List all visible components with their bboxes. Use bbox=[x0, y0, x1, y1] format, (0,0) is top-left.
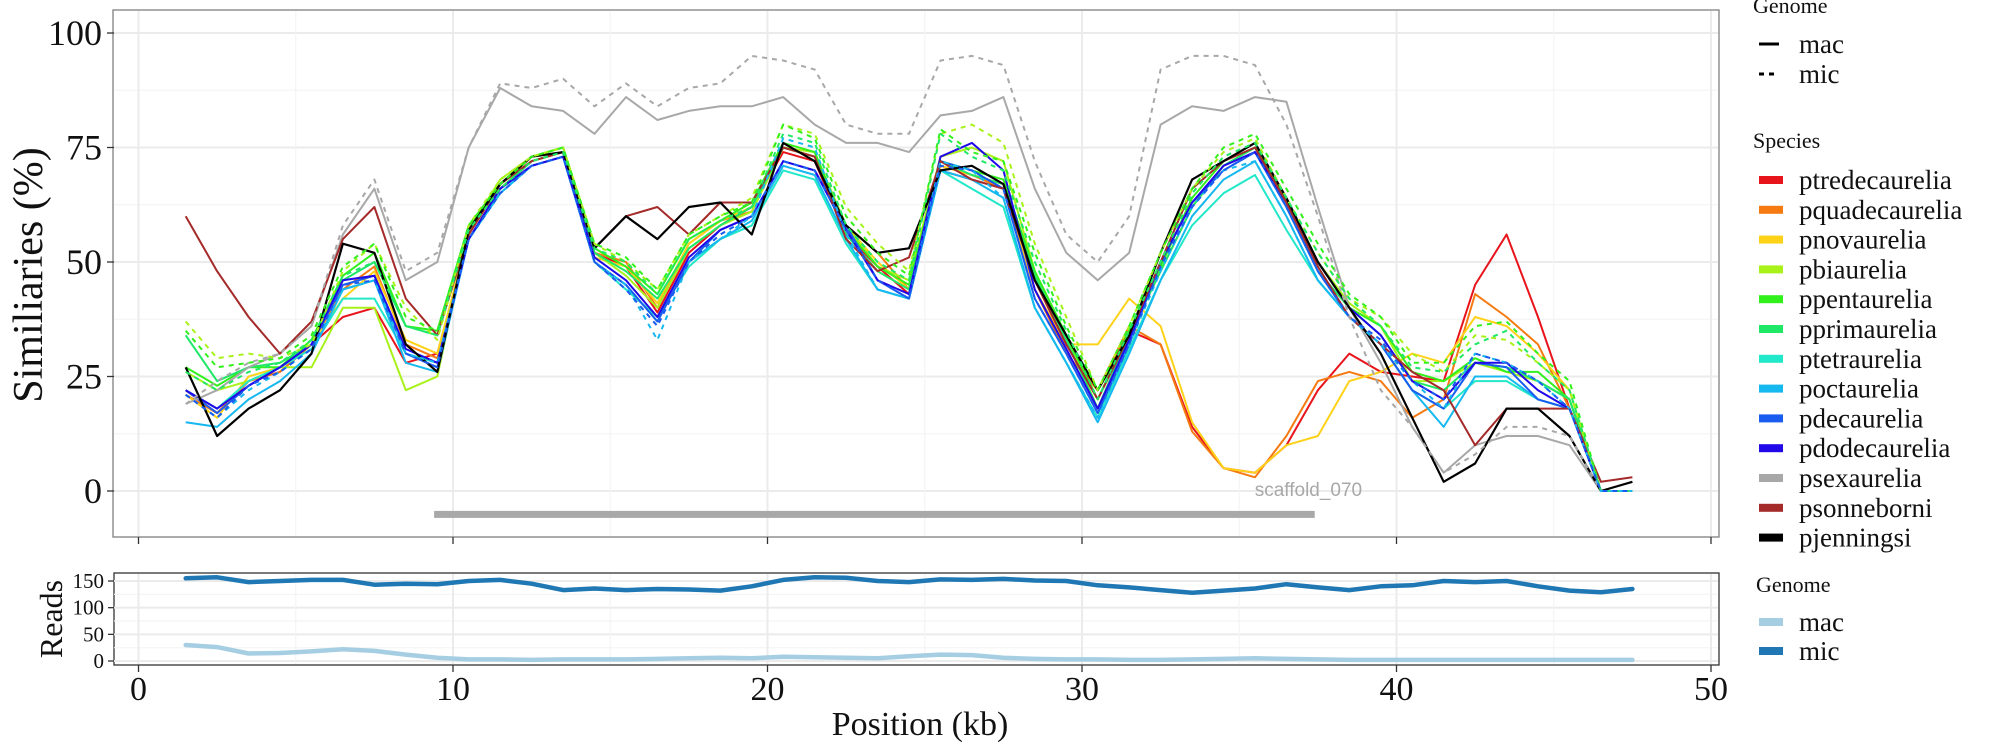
y-tick-label: 100 bbox=[48, 13, 102, 53]
legend-swatch-ppentaurelia bbox=[1759, 295, 1783, 304]
series-line-pdodecaurelia-mac bbox=[185, 141, 1633, 492]
legend-swatch-pbiaurelia bbox=[1759, 265, 1783, 274]
legend-label-ppentaurelia: ppentaurelia bbox=[1799, 284, 1932, 314]
y-tick-label: 25 bbox=[66, 357, 102, 397]
y-axis-label-reads: Reads bbox=[33, 580, 69, 658]
y-tick-label: 50 bbox=[83, 622, 104, 646]
legend-label-psexaurelia: psexaurelia bbox=[1799, 463, 1922, 493]
reads-line-mic bbox=[183, 575, 1635, 595]
legend-species-title: Species bbox=[1753, 128, 1820, 153]
series-line-ppentaurelia-mic bbox=[184, 123, 1633, 492]
legend-reads-title: Genome bbox=[1756, 572, 1831, 597]
y-tick-label: 100 bbox=[73, 596, 105, 620]
legend-label-pprimaurelia: pprimaurelia bbox=[1799, 314, 1937, 344]
legend-swatch-pdodecaurelia bbox=[1759, 444, 1783, 453]
legend-label-pquadecaurelia: pquadecaurelia bbox=[1799, 195, 1962, 225]
legend-swatch-reads-mac bbox=[1759, 618, 1783, 626]
legend-swatch-pquadecaurelia bbox=[1759, 205, 1783, 214]
legend-label-pjenningsi: pjenningsi bbox=[1799, 523, 1912, 553]
y-tick-label: 150 bbox=[73, 569, 105, 593]
legend-swatch-ptredecaurelia bbox=[1759, 176, 1783, 184]
legend-label-pbiaurelia: pbiaurelia bbox=[1799, 254, 1907, 284]
scaffold-annotation: scaffold_070 bbox=[434, 480, 1362, 518]
x-tick-label: 50 bbox=[1694, 671, 1728, 708]
x-tick-label: 10 bbox=[436, 671, 470, 708]
y-tick-label: 0 bbox=[84, 471, 102, 511]
legend-swatch-poctaurelia bbox=[1759, 384, 1783, 393]
y-tick-label: 0 bbox=[94, 649, 105, 673]
series-line-psexaurelia-mac bbox=[185, 87, 1633, 492]
x-axis-label: Position (kb) bbox=[832, 706, 1009, 743]
series-line-pdecaurelia-mic bbox=[185, 151, 1633, 492]
similarity-y-ticks: 0 25 50 75 100 bbox=[48, 13, 114, 511]
y-tick-label: 75 bbox=[66, 128, 102, 168]
reads-line-mac bbox=[183, 642, 1635, 663]
legend-species: Species ptredecaureliapquadecaureliapnova… bbox=[1753, 128, 1962, 553]
similarity-panel: scaffold_070 0 25 50 75 100 Similiaries (%) bbox=[6, 9, 1720, 544]
legend-label-poctaurelia: poctaurelia bbox=[1799, 374, 1919, 404]
legend-label-pnovaurelia: pnovaurelia bbox=[1799, 225, 1926, 255]
y-tick-label: 50 bbox=[66, 242, 102, 282]
legend-swatch-pdecaurelia bbox=[1759, 414, 1783, 423]
legend-swatch-psexaurelia bbox=[1759, 474, 1783, 482]
legend-label-pdodecaurelia: pdodecaurelia bbox=[1799, 433, 1950, 463]
x-tick-label: 20 bbox=[751, 671, 785, 708]
similarity-x-ticks bbox=[137, 537, 1712, 544]
scaffold-bar bbox=[434, 510, 1315, 518]
legend-label-ptetraurelia: ptetraurelia bbox=[1799, 344, 1922, 374]
x-tick-label: 0 bbox=[130, 671, 147, 708]
legend-label-mic: mic bbox=[1799, 59, 1840, 89]
legend-genome-title: Genome bbox=[1753, 0, 1828, 18]
series-line-pprimaurelia-mic bbox=[185, 132, 1633, 492]
legend-swatch-reads-mic bbox=[1759, 647, 1783, 655]
legend-swatch-pprimaurelia bbox=[1759, 325, 1783, 333]
legend-swatch-pnovaurelia bbox=[1759, 235, 1783, 244]
legend-label-psonneborni: psonneborni bbox=[1799, 493, 1932, 523]
x-tick-label: 30 bbox=[1065, 671, 1099, 708]
legend-swatch-psonneborni bbox=[1759, 503, 1783, 512]
series-line-psexaurelia-mic bbox=[185, 54, 1633, 492]
legend-swatch-ptetraurelia bbox=[1759, 354, 1783, 363]
legend-label-pdecaurelia: pdecaurelia bbox=[1799, 403, 1923, 433]
legend-label-reads-mic: mic bbox=[1799, 636, 1840, 666]
reads-series bbox=[183, 575, 1635, 663]
legend-swatch-pjenningsi bbox=[1759, 533, 1783, 542]
y-axis-label-similarity: Similiaries (%) bbox=[6, 147, 52, 402]
legend-label-reads-mac: mac bbox=[1799, 607, 1844, 637]
scaffold-label: scaffold_070 bbox=[1255, 480, 1362, 501]
x-axis-ticks: 0 10 20 30 40 50 bbox=[130, 665, 1728, 708]
similarity-series bbox=[184, 54, 1633, 493]
x-tick-label: 40 bbox=[1380, 671, 1414, 708]
legend-label-mac: mac bbox=[1799, 29, 1844, 59]
legend-label-ptredecaurelia: ptredecaurelia bbox=[1799, 165, 1952, 195]
similarity-gridlines bbox=[114, 11, 1718, 536]
